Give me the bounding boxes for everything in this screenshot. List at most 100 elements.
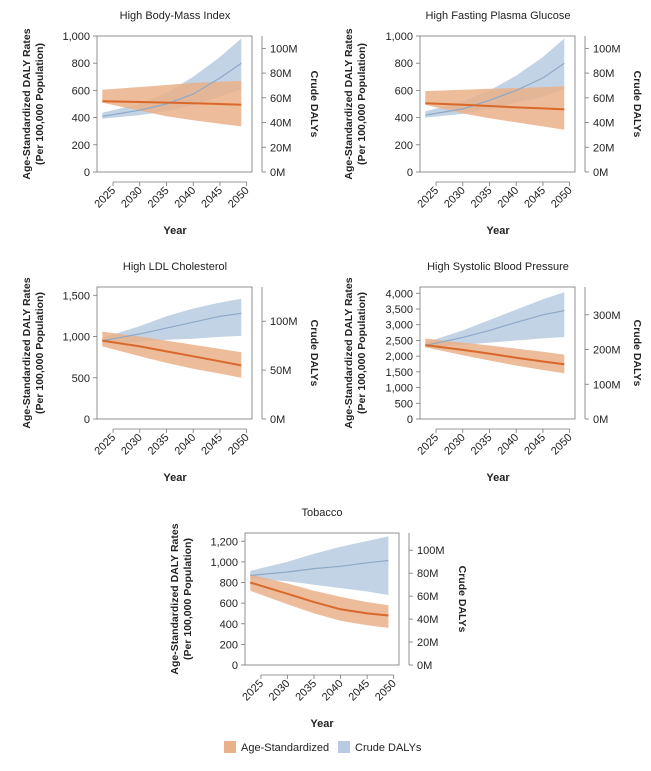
y-tick-label: 200 (395, 140, 413, 152)
y-tick-label: 0 (84, 414, 90, 426)
chart-panel: Tobacco 0 200 400 600 800 1,000 1,200 0M 20M 40M 60… (169, 507, 468, 730)
y-tick-label: 1,000 (62, 332, 90, 344)
series-line-age (102, 100, 242, 106)
y2-tick-label: 40M (417, 614, 438, 626)
y-axis-label-line1: Age-Standardized DALY Rates (343, 28, 355, 179)
x-tick-label: 2030 (442, 185, 468, 211)
chart-panel: High LDL Cholesterol 0 500 1,000 1,500 0M 50M 1… (21, 261, 320, 484)
x-tick-label: 2040 (496, 432, 522, 458)
y-tick-label: 600 (395, 85, 413, 97)
plot-frame (96, 286, 253, 420)
legend-swatch-age (224, 741, 236, 753)
y-axis-label-line2: (Per 100,000 Population) (356, 292, 368, 414)
y-tick-label: 600 (72, 85, 90, 97)
x-tick-label: 2035 (469, 185, 495, 211)
y-tick-label: 1,500 (62, 290, 90, 302)
y2-axis-label: Crude DALYs (308, 320, 320, 387)
y-tick-label: 400 (220, 619, 238, 631)
x-tick-label: 2035 (293, 678, 319, 704)
y-tick-label: 600 (220, 598, 238, 610)
x-axis-label: Year (486, 225, 510, 237)
y-axis-label-line2: (Per 100,000 Population) (34, 43, 46, 165)
x-tick-label: 2025 (415, 432, 441, 458)
y-tick-label: 1,000 (385, 383, 413, 395)
x-tick-label: 2025 (415, 185, 441, 211)
y2-tick-label: 20M (593, 142, 614, 154)
y-axis-label: Age-Standardized DALY Rates(Per 100,000 … (343, 277, 368, 428)
y-tick-label: 200 (220, 639, 238, 651)
x-tick-label: 2025 (92, 185, 118, 211)
y-tick-label: 800 (72, 58, 90, 70)
x-tick-label: 2050 (226, 185, 252, 211)
x-tick-label: 2030 (119, 432, 145, 458)
series-line-crude (425, 310, 565, 346)
chart-title: High Systolic Blood Pressure (427, 261, 569, 273)
plot-frame (419, 35, 576, 173)
y2-tick-label: 40M (270, 118, 291, 130)
chart-title: Tobacco (302, 507, 343, 519)
y-tick-label: 1,000 (385, 31, 413, 43)
x-tick-label: 2045 (346, 678, 372, 704)
y-axis-label-line1: Age-Standardized DALY Rates (21, 28, 33, 179)
uncertainty-band-crude (102, 298, 242, 344)
y2-tick-label: 100M (270, 43, 298, 55)
chart-panel: High Systolic Blood Pressure 0 500 1,000 1,5… (343, 261, 643, 484)
y2-tick-label: 0M (417, 660, 432, 672)
y2-tick-label: 50M (270, 365, 291, 377)
series-line-crude (425, 62, 565, 116)
uncertainty-band-age (425, 86, 565, 130)
series-line-age (425, 344, 565, 366)
y-axis-label: Age-Standardized DALY Rates(Per 100,000 … (343, 28, 368, 179)
x-axis-label: Year (486, 472, 510, 484)
x-tick-label: 2035 (469, 432, 495, 458)
x-tick-label: 2035 (146, 185, 172, 211)
y-axis-label: Age-Standardized DALY Rates(Per 100,000 … (21, 28, 46, 179)
series-line-crude (250, 559, 389, 577)
y2-tick-label: 60M (270, 93, 291, 105)
y2-tick-label: 40M (593, 118, 614, 130)
x-tick-label: 2040 (173, 432, 199, 458)
y-axis-label-line2: (Per 100,000 Population) (182, 538, 194, 660)
y2-tick-label: 200M (593, 345, 621, 357)
y-tick-label: 3,000 (385, 320, 413, 332)
uncertainty-band-age (425, 338, 565, 374)
x-tick-label: 2050 (373, 678, 399, 704)
y-tick-label: 1,000 (62, 31, 90, 43)
x-tick-label: 2040 (173, 185, 199, 211)
x-axis-label: Year (310, 718, 334, 730)
y2-tick-label: 80M (417, 568, 438, 580)
x-tick-label: 2030 (442, 432, 468, 458)
y-axis-label: Age-Standardized DALY Rates(Per 100,000 … (169, 523, 194, 674)
y2-tick-label: 0M (593, 414, 608, 426)
chart-panel: High Fasting Plasma Glucose 0 200 400 600 800… (343, 10, 643, 237)
y2-tick-label: 20M (270, 142, 291, 154)
x-tick-label: 2050 (549, 185, 575, 211)
x-tick-label: 2050 (226, 432, 252, 458)
y2-tick-label: 80M (270, 68, 291, 80)
uncertainty-band-age (250, 574, 389, 628)
y-tick-label: 500 (395, 398, 413, 410)
y2-tick-label: 80M (593, 68, 614, 80)
series-line-age (425, 102, 565, 111)
x-tick-label: 2050 (549, 432, 575, 458)
y2-tick-label: 100M (417, 545, 445, 557)
x-tick-label: 2045 (199, 432, 225, 458)
chart-title: High Body-Mass Index (120, 10, 231, 22)
y2-tick-label: 0M (270, 167, 285, 179)
y-tick-label: 0 (407, 414, 413, 426)
series-line-crude (102, 62, 242, 117)
x-tick-label: 2040 (496, 185, 522, 211)
x-tick-label: 2025 (92, 432, 118, 458)
y-tick-label: 1,200 (210, 536, 238, 548)
y2-axis-label: Crude DALYs (631, 71, 643, 138)
y2-axis-label: Crude DALYs (456, 566, 468, 633)
x-tick-label: 2045 (522, 432, 548, 458)
x-tick-label: 2040 (320, 678, 346, 704)
y-tick-label: 3,500 (385, 304, 413, 316)
y-tick-label: 1,000 (210, 557, 238, 569)
y-tick-label: 2,500 (385, 335, 413, 347)
chart-title: High Fasting Plasma Glucose (426, 10, 571, 22)
y2-tick-label: 100M (270, 316, 298, 328)
